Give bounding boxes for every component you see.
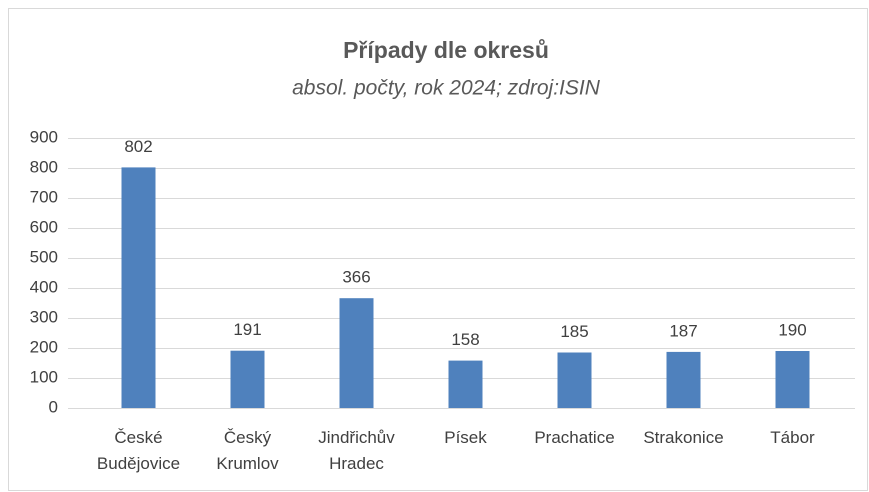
bar xyxy=(557,352,592,408)
y-tick-label: 900 xyxy=(30,127,58,146)
y-tick-label: 800 xyxy=(30,157,58,176)
data-label: 187 xyxy=(669,321,697,340)
x-tick-label: Tábor xyxy=(770,428,815,447)
y-tick-label: 200 xyxy=(30,337,58,356)
y-tick-label: 500 xyxy=(30,247,58,266)
y-tick-label: 100 xyxy=(30,367,58,386)
x-tick-label: České Budějovice xyxy=(97,428,180,473)
x-tick-label: Český Krumlov xyxy=(216,428,279,473)
y-tick-label: 0 xyxy=(49,397,58,416)
data-label: 366 xyxy=(342,268,370,287)
data-label: 158 xyxy=(451,330,479,349)
data-label: 191 xyxy=(233,320,261,339)
bar xyxy=(666,351,701,408)
bar xyxy=(121,167,156,408)
chart-title: Případy dle okresů xyxy=(343,37,549,63)
data-label: 802 xyxy=(124,137,152,156)
bar xyxy=(775,351,810,408)
x-tick-label: Jindřichův Hradec xyxy=(318,428,395,473)
bar xyxy=(339,298,374,408)
x-tick-label: Prachatice xyxy=(534,428,614,447)
y-tick-label: 300 xyxy=(30,307,58,326)
chart-subtitle: absol. počty, rok 2024; zdroj:ISIN xyxy=(292,77,601,100)
bar xyxy=(230,350,265,408)
y-tick-label: 400 xyxy=(30,277,58,296)
data-label: 185 xyxy=(560,322,588,341)
data-label: 190 xyxy=(778,320,806,339)
x-tick-label: Strakonice xyxy=(643,428,723,447)
y-tick-label: 600 xyxy=(30,217,58,236)
y-tick-label: 700 xyxy=(30,187,58,206)
x-tick-label: Písek xyxy=(444,428,487,447)
bar xyxy=(448,360,483,408)
